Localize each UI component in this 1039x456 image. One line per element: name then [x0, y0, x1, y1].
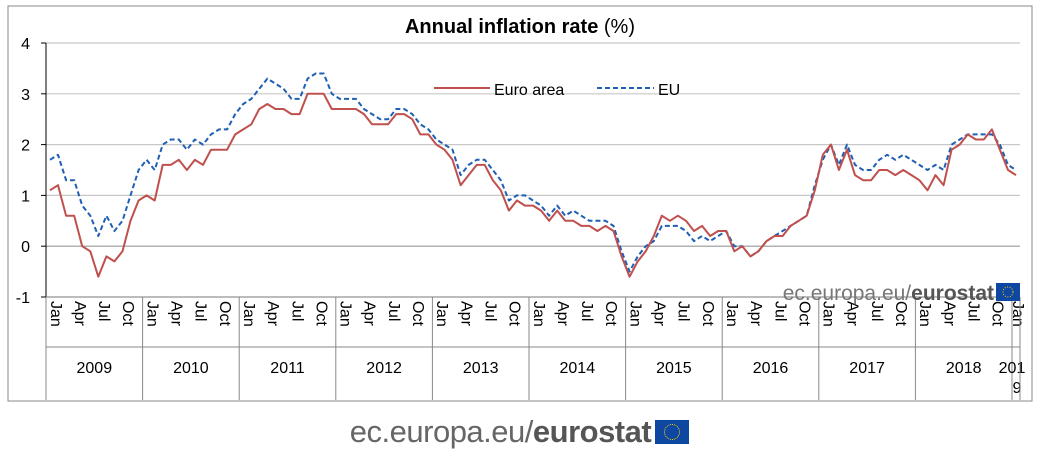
month-label: Jan [433, 301, 450, 327]
month-label: Apr [651, 301, 668, 327]
legend: Euro area EU [434, 82, 680, 99]
y-tick-label: 0 [21, 239, 30, 256]
y-tick-label: 3 [21, 87, 30, 104]
month-label: Jul [964, 301, 981, 321]
month-label: Apr [264, 301, 281, 327]
year-label-wrap: 9 [1013, 380, 1022, 397]
month-label: Jan [723, 301, 740, 327]
month-label: Jul [288, 301, 305, 321]
month-label: Jan [820, 301, 837, 327]
legend-euro-area-label: Euro area [494, 82, 564, 99]
month-label: Oct [119, 301, 136, 326]
year-label: 2013 [463, 360, 499, 377]
month-label: Jul [385, 301, 402, 321]
footer-eurostat-logo: ec.europa.eu/eurostat [0, 414, 1039, 450]
chart-title: Annual inflation rate (%) [405, 16, 635, 38]
eu-flag-icon [655, 420, 690, 444]
year-label: 201 [999, 360, 1026, 377]
eu-flag-icon [996, 283, 1020, 301]
year-label: 2017 [849, 360, 885, 377]
inflation-line-chart: Annual inflation rate (%) -1 0 1 2 3 4 2009 Jan… [7, 5, 1033, 402]
month-label: Apr [361, 301, 378, 327]
svg-text:ec.europa.eu/eurostat: ec.europa.eu/eurostat [783, 282, 994, 305]
month-label: Jul [675, 301, 692, 321]
legend-eu-label: EU [658, 82, 680, 99]
series-line-eu [49, 72, 1017, 273]
month-label: Jul [771, 301, 788, 321]
month-label: Jul [95, 301, 112, 321]
month-label: Apr [71, 301, 88, 327]
month-label: Oct [602, 301, 619, 326]
month-label: Apr [457, 301, 474, 327]
year-label: 2012 [366, 360, 402, 377]
year-label: 2018 [946, 360, 982, 377]
month-label: Jul [868, 301, 885, 321]
month-label: Jan [240, 301, 257, 327]
year-label: 2010 [173, 360, 209, 377]
y-tick-label: 1 [21, 188, 30, 205]
month-label: Jan [337, 301, 354, 327]
y-tick-label: -1 [16, 290, 30, 307]
y-tick-label: 4 [21, 36, 30, 53]
series-line-euro-area [49, 92, 1017, 278]
month-label: Jul [481, 301, 498, 321]
year-label: 2009 [77, 360, 113, 377]
month-label: Oct [989, 301, 1006, 326]
month-label: Oct [409, 301, 426, 326]
month-label: Jul [192, 301, 209, 321]
year-label: 2015 [656, 360, 692, 377]
month-label: Oct [312, 301, 329, 326]
month-label: Jan [626, 301, 643, 327]
month-label: Apr [747, 301, 764, 327]
year-label: 2016 [753, 360, 789, 377]
month-label: Jan [47, 301, 64, 327]
month-label: Oct [699, 301, 716, 326]
month-label: Jan [530, 301, 547, 327]
month-label: Jan [1009, 301, 1026, 327]
year-label: 2011 [270, 360, 305, 377]
month-label: Jan [916, 301, 933, 327]
month-label: Apr [168, 301, 185, 327]
month-label: Oct [216, 301, 233, 326]
month-label: Apr [940, 301, 957, 327]
month-label: Apr [844, 301, 861, 327]
y-tick-label: 2 [21, 138, 30, 155]
inner-eurostat-logo: ec.europa.eu/eurostat [783, 282, 1020, 305]
month-label: Oct [892, 301, 909, 326]
month-label: Oct [506, 301, 523, 326]
month-label: Jul [578, 301, 595, 321]
month-label: Oct [795, 301, 812, 326]
year-label: 2014 [560, 360, 596, 377]
month-label: Jan [143, 301, 160, 327]
month-label: Apr [554, 301, 571, 327]
